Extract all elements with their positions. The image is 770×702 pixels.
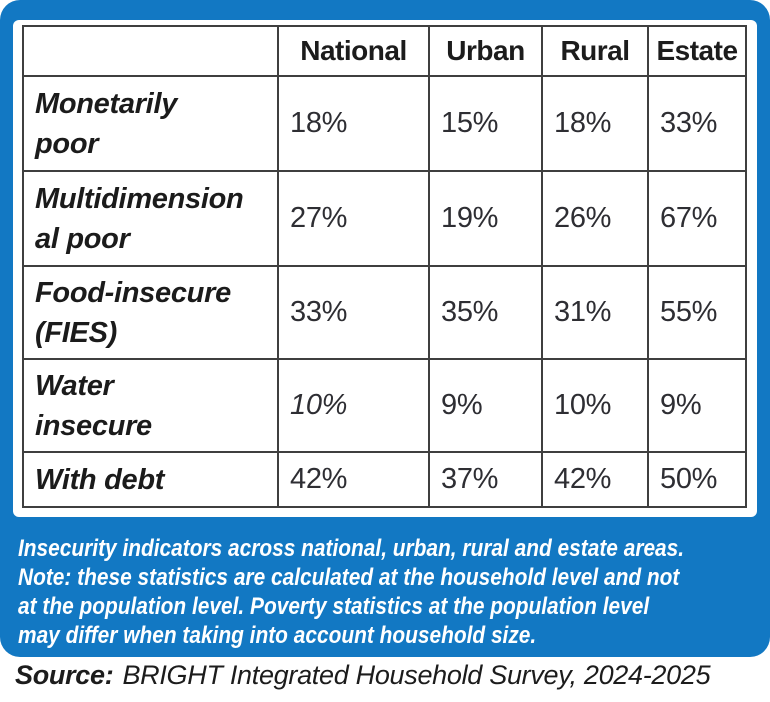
source-line: Source: BRIGHT Integrated Household Surve…	[15, 660, 711, 691]
figure-caption: Insecurity indicators across national, u…	[18, 534, 770, 650]
header-cell-national: National	[277, 25, 430, 77]
table-header-row: National Urban Rural Estate	[22, 25, 747, 77]
value-cell: 10%	[541, 358, 649, 453]
value-cell: 26%	[541, 170, 649, 267]
value-cell: 42%	[541, 451, 649, 508]
blue-frame: National Urban Rural Estate Monetarily p…	[0, 0, 770, 657]
value-cell: 9%	[647, 358, 747, 453]
row-label: With debt	[22, 451, 279, 508]
table-row-monetarily-poor: Monetarily poor 18% 15% 18% 33%	[22, 75, 747, 172]
row-label-line: Multidimension	[35, 182, 244, 215]
row-label: Multidimension al poor	[22, 170, 279, 267]
row-label-line: insecure	[35, 409, 152, 442]
value-cell: 15%	[428, 75, 543, 172]
caption-line: at the population level. Poverty statist…	[18, 593, 650, 620]
indicators-table: National Urban Rural Estate Monetarily p…	[22, 25, 747, 508]
value-cell: 37%	[428, 451, 543, 508]
value-cell: 67%	[647, 170, 747, 267]
row-label-line: (FIES)	[35, 316, 117, 349]
table-panel: National Urban Rural Estate Monetarily p…	[13, 20, 757, 517]
caption-line: Note: these statistics are calculated at…	[18, 564, 680, 591]
header-cell-urban: Urban	[428, 25, 543, 77]
header-cell-estate: Estate	[647, 25, 747, 77]
row-label-line: Water	[35, 369, 114, 402]
value-cell: 42%	[277, 451, 430, 508]
table-row-with-debt: With debt 42% 37% 42% 50%	[22, 451, 747, 508]
row-label-line: With debt	[35, 463, 165, 496]
value-cell: 18%	[541, 75, 649, 172]
value-cell: 33%	[277, 265, 430, 360]
header-cell-rural: Rural	[541, 25, 649, 77]
value-cell: 18%	[277, 75, 430, 172]
table-row-multidimensional-poor: Multidimension al poor 27% 19% 26% 67%	[22, 170, 747, 267]
row-label-line: Monetarily	[35, 87, 178, 120]
table-row-water-insecure: Water insecure 10% 9% 10% 9%	[22, 358, 747, 453]
value-cell: 9%	[428, 358, 543, 453]
caption-line: Insecurity indicators across national, u…	[18, 535, 685, 562]
value-cell: 50%	[647, 451, 747, 508]
row-label: Water insecure	[22, 358, 279, 453]
value-cell: 35%	[428, 265, 543, 360]
row-label: Monetarily poor	[22, 75, 279, 172]
row-label-line: Food-insecure	[35, 276, 231, 309]
table-row-food-insecure: Food-insecure (FIES) 33% 35% 31% 55%	[22, 265, 747, 360]
value-cell: 33%	[647, 75, 747, 172]
source-text: BRIGHT Integrated Household Survey, 2024…	[122, 660, 711, 690]
value-cell: 19%	[428, 170, 543, 267]
source-label: Source:	[15, 660, 114, 690]
row-label: Food-insecure (FIES)	[22, 265, 279, 360]
caption-line: may differ when taking into account hous…	[18, 622, 537, 649]
header-cell-blank	[22, 25, 279, 77]
row-label-line: al poor	[35, 222, 130, 255]
value-cell: 10%	[277, 358, 430, 453]
value-cell: 31%	[541, 265, 649, 360]
value-cell: 55%	[647, 265, 747, 360]
value-cell: 27%	[277, 170, 430, 267]
row-label-line: poor	[35, 127, 99, 160]
